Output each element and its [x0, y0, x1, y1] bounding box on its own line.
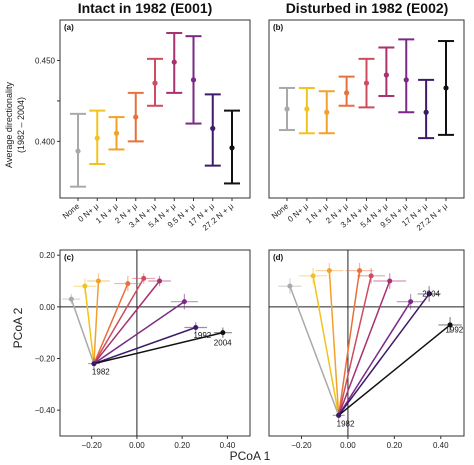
y-tick-label: 0.00: [39, 303, 55, 312]
trajectory-line: [93, 301, 185, 365]
trajectory-origin-point: [91, 361, 97, 367]
y-tick-label: 0.400: [35, 137, 56, 146]
panel-d-frame: [268, 249, 465, 437]
top-ylabel-line1: Average directionality: [4, 82, 14, 168]
y-tick-label: −0.20: [35, 355, 56, 364]
trajectory-line: [93, 280, 100, 364]
trajectory-end-point: [125, 281, 131, 287]
mean-point: [363, 80, 370, 86]
x-tick-label: 0.20: [387, 441, 403, 450]
trajectory-line: [328, 270, 340, 416]
year-annotation: 2004: [422, 290, 440, 299]
mean-point: [403, 77, 409, 83]
trajectory-line: [337, 270, 361, 416]
year-annotation: 2004: [214, 339, 232, 348]
mean-point: [210, 125, 216, 132]
top-ylabel-line2: (1982 – 2004): [16, 97, 26, 153]
trajectory-line: [70, 298, 95, 364]
mean-point: [304, 106, 310, 112]
trajectory-end-point: [287, 283, 293, 289]
panel-d: (d) −0.20 0.00 0.20 0.40 1982 2004 1992: [268, 249, 465, 450]
mean-point: [284, 106, 290, 112]
y-tick-label: 0.450: [35, 56, 56, 65]
title-intact: Intact in 1982 (E001): [78, 0, 213, 16]
bottom-xlabel: PCoA 1: [230, 449, 271, 463]
mean-point: [423, 109, 429, 115]
trajectory-line: [338, 324, 451, 416]
bottom-ylabel: PCoA 2: [11, 307, 25, 348]
trajectory-line: [93, 278, 145, 365]
trajectory-line: [312, 275, 340, 416]
trajectory-line: [337, 275, 372, 416]
trajectory-line: [337, 280, 391, 416]
mean-point: [324, 109, 330, 115]
mean-point: [75, 148, 81, 154]
mean-point: [383, 72, 389, 78]
mean-point: [190, 77, 197, 83]
panel-c-frame: [59, 249, 251, 437]
trajectory-end-point: [387, 278, 393, 284]
trajectory-line: [93, 283, 129, 364]
x-tick-label: −0.20: [82, 441, 103, 450]
panel-b-frame: [268, 19, 465, 199]
trajectory-end-point: [193, 325, 199, 330]
mean-point: [344, 90, 350, 96]
y-tick-label: −0.40: [35, 406, 56, 415]
x-tick-label: 0.40: [433, 441, 449, 450]
mean-point: [94, 135, 100, 141]
mean-point: [133, 114, 139, 120]
trajectory-end-point: [408, 299, 414, 305]
x-tick-label: 0.40: [220, 441, 236, 450]
trajectory-line: [93, 326, 196, 365]
trajectory-end-point: [368, 273, 374, 279]
year-annotation: 1992: [193, 331, 211, 340]
origin-label: 1982: [337, 419, 355, 428]
panel-a-frame: [59, 19, 251, 199]
y-tick-label: 0.20: [39, 251, 55, 260]
origin-label: 1982: [92, 368, 110, 377]
trajectory-end-point: [357, 268, 363, 274]
trajectory-line: [338, 293, 430, 416]
trajectory-end-point: [181, 299, 187, 305]
mean-point: [171, 59, 177, 65]
trajectory-end-point: [95, 278, 101, 284]
trajectory-end-point: [68, 296, 74, 302]
trajectory-end-point: [326, 268, 332, 274]
mean-point: [229, 145, 235, 151]
panel-a-label: (a): [64, 23, 74, 32]
trajectory-line: [338, 301, 412, 416]
trajectory-end-point: [310, 273, 316, 279]
panel-c-label: (c): [64, 253, 74, 262]
trajectory-origin-point: [336, 412, 342, 418]
panel-d-label: (d): [273, 253, 284, 262]
trajectory-end-point: [82, 283, 88, 289]
x-tick-label: 0.20: [174, 441, 190, 450]
title-disturbed: Disturbed in 1982 (E002): [286, 0, 449, 16]
mean-point: [443, 85, 449, 91]
mean-point: [113, 130, 120, 136]
panel-b-label: (b): [273, 23, 284, 32]
trajectory-end-point: [447, 322, 453, 328]
trajectory-line: [289, 285, 340, 416]
trajectory-end-point: [426, 291, 432, 297]
year-annotation: 1992: [445, 326, 463, 335]
trajectory-line: [93, 331, 224, 365]
trajectory-end-point: [157, 278, 163, 284]
trajectory-end-point: [141, 275, 147, 281]
panel-c: (c) −0.20 0.00 0.20 0.40 0.20 0.00 −0.20 −0.40 19…: [35, 249, 251, 450]
trajectory-line: [84, 286, 95, 364]
x-tick-label: 0.00: [340, 441, 356, 450]
x-tick-label: −0.20: [291, 441, 312, 450]
mean-point: [152, 80, 158, 86]
trajectory-line: [93, 280, 161, 365]
x-tick-label: 0.00: [129, 441, 145, 450]
trajectory-end-point: [220, 330, 226, 336]
